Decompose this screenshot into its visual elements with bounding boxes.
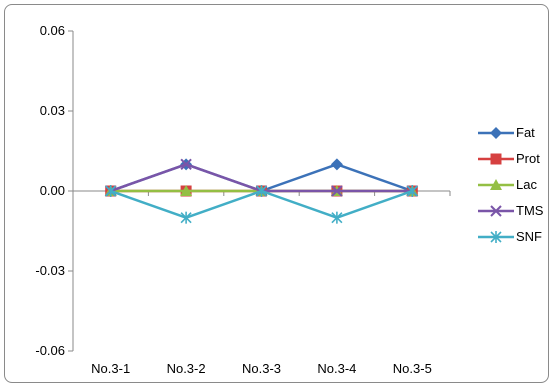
y-tick-label: 0.03: [40, 103, 65, 118]
series-snf: [105, 185, 418, 224]
series-layer: [104, 158, 419, 224]
data-point: [180, 185, 193, 196]
legend-marker: [490, 153, 502, 165]
legend-item-fat: Fat: [478, 125, 535, 140]
data-point: [331, 211, 343, 224]
legend: Fat Prot Lac TMS SNF: [478, 125, 544, 244]
axes: 0.06 0.03 0.00 -0.03 -0.06 No.3-1 No.3-2 No.3-3…: [35, 23, 451, 376]
x-tick-label: No.3-5: [393, 361, 432, 376]
x-tick-label: No.3-3: [242, 361, 281, 376]
data-point: [255, 185, 268, 197]
legend-item-tms: TMS: [478, 203, 544, 218]
data-point: [331, 185, 343, 197]
legend-item-prot: Prot: [478, 151, 540, 166]
y-tick-label: -0.06: [35, 343, 65, 358]
x-tick-label: No.3-1: [91, 361, 130, 376]
data-point: [406, 185, 418, 197]
y-tick-label: 0.00: [40, 183, 65, 198]
legend-label: Prot: [516, 151, 540, 166]
y-tick-label: 0.06: [40, 23, 65, 38]
legend-marker: [490, 231, 502, 243]
y-tick-label: -0.03: [35, 263, 65, 278]
data-point: [180, 211, 192, 224]
legend-label: Lac: [516, 177, 537, 192]
legend-label: Fat: [516, 125, 535, 140]
legend-label: TMS: [516, 203, 544, 218]
x-tick-label: No.3-2: [167, 361, 206, 376]
data-point: [180, 158, 192, 171]
legend-item-lac: Lac: [478, 177, 537, 192]
legend-marker: [490, 127, 502, 139]
legend-marker: [490, 205, 502, 217]
data-point: [330, 158, 343, 171]
legend-item-snf: SNF: [478, 229, 542, 244]
chart-frame: [4, 4, 549, 383]
legend-marker: [490, 179, 502, 190]
data-point: [105, 185, 117, 197]
x-tick-label: No.3-4: [317, 361, 356, 376]
legend-label: SNF: [516, 229, 542, 244]
